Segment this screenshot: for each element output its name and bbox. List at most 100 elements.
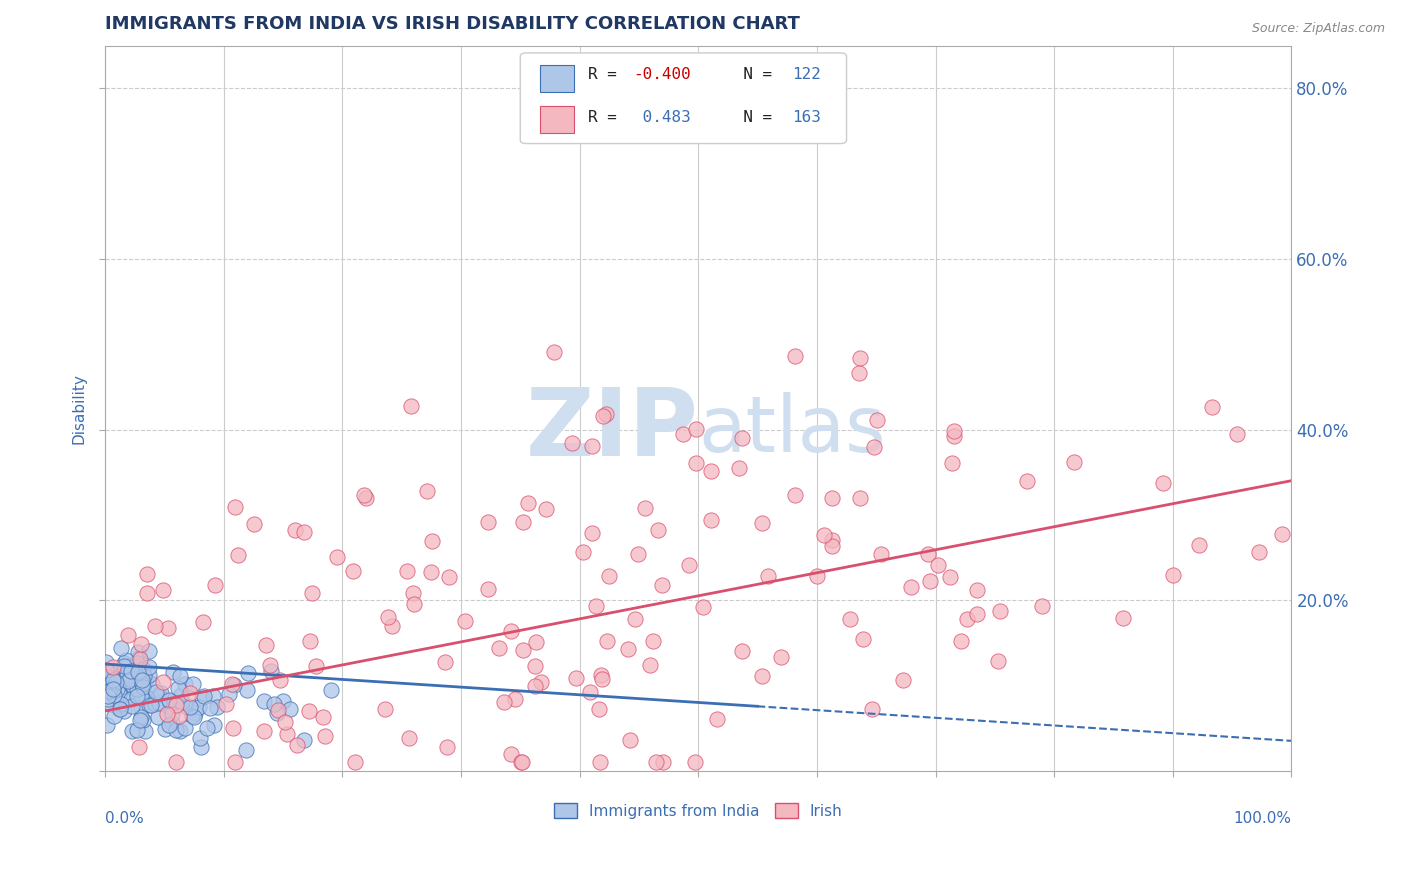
Point xyxy=(98,670,121,684)
Point xyxy=(1063,455,1085,469)
Point xyxy=(672,427,695,442)
Point xyxy=(276,726,298,740)
Point xyxy=(581,526,603,541)
Point xyxy=(103,682,125,697)
Point xyxy=(596,634,619,648)
Point xyxy=(131,671,153,685)
Point xyxy=(170,688,193,702)
Point xyxy=(821,533,844,547)
Point xyxy=(374,701,396,715)
Point xyxy=(121,679,143,693)
Point xyxy=(224,678,246,692)
Point xyxy=(436,739,458,754)
Point xyxy=(619,733,641,747)
Point xyxy=(1188,538,1211,552)
Point xyxy=(110,640,132,655)
Point xyxy=(103,671,125,685)
Text: 163: 163 xyxy=(792,110,821,125)
Point xyxy=(941,456,963,470)
Point xyxy=(224,500,246,514)
Point xyxy=(402,586,425,600)
Point xyxy=(633,500,655,515)
Point xyxy=(129,652,152,666)
Point xyxy=(377,610,399,624)
Point xyxy=(114,694,136,708)
Point xyxy=(253,724,276,739)
Point xyxy=(115,653,138,667)
Point xyxy=(278,702,301,716)
Point xyxy=(269,673,291,687)
Point xyxy=(505,692,527,706)
Point xyxy=(585,599,607,614)
Point xyxy=(643,634,665,648)
Point xyxy=(591,672,613,686)
Point xyxy=(692,599,714,614)
Point xyxy=(176,700,198,714)
Point xyxy=(193,689,215,703)
Point xyxy=(120,692,142,706)
Point xyxy=(138,659,160,673)
Point xyxy=(292,733,315,747)
Point xyxy=(783,349,806,363)
FancyBboxPatch shape xyxy=(520,53,846,144)
Point xyxy=(141,677,163,691)
Text: -0.400: -0.400 xyxy=(633,67,690,81)
Point xyxy=(148,696,170,710)
Point xyxy=(434,656,457,670)
Point xyxy=(141,698,163,712)
Point xyxy=(343,755,366,769)
Point xyxy=(104,675,127,690)
Point xyxy=(987,654,1010,668)
Point xyxy=(499,747,522,761)
Point xyxy=(190,691,212,706)
Point xyxy=(112,704,135,718)
Point xyxy=(110,697,132,711)
Point xyxy=(1226,426,1249,441)
Point xyxy=(561,436,583,450)
Point xyxy=(183,677,205,691)
Text: R =: R = xyxy=(588,67,627,81)
Point xyxy=(314,729,336,743)
Point xyxy=(730,431,752,445)
FancyBboxPatch shape xyxy=(540,65,574,93)
Point xyxy=(179,699,201,714)
Point xyxy=(292,524,315,539)
Point xyxy=(731,644,754,658)
Point xyxy=(138,668,160,682)
Point xyxy=(437,570,460,584)
Point xyxy=(342,564,364,578)
Point xyxy=(169,708,191,723)
Point xyxy=(179,686,201,700)
Point xyxy=(783,488,806,502)
Point xyxy=(172,695,194,709)
Point xyxy=(849,491,872,505)
Point xyxy=(190,739,212,754)
Point xyxy=(96,718,118,732)
Point xyxy=(685,456,707,470)
Point xyxy=(806,569,828,583)
Text: atlas: atlas xyxy=(699,392,886,468)
Point xyxy=(543,344,565,359)
Point xyxy=(135,586,157,600)
Point xyxy=(145,685,167,699)
Point xyxy=(416,483,439,498)
Point xyxy=(112,659,135,673)
Point xyxy=(117,628,139,642)
Point xyxy=(700,513,723,527)
Point xyxy=(589,755,612,769)
Point xyxy=(149,686,172,700)
Point xyxy=(813,528,835,542)
Point xyxy=(127,665,149,679)
Point xyxy=(943,429,966,443)
Point xyxy=(949,633,972,648)
Point xyxy=(267,703,290,717)
Point xyxy=(135,672,157,686)
Point xyxy=(134,669,156,683)
Point xyxy=(1031,599,1053,613)
Point xyxy=(157,718,180,732)
Point xyxy=(917,547,939,561)
Point xyxy=(97,691,120,706)
Point xyxy=(180,708,202,723)
Point xyxy=(769,650,792,665)
Point xyxy=(259,658,281,673)
